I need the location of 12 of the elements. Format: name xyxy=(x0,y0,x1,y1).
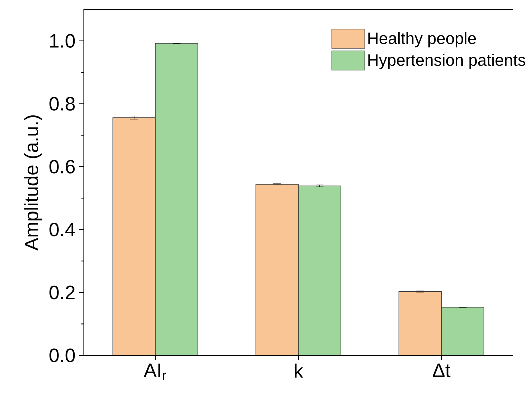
y-tick-label: 0.0 xyxy=(50,348,76,363)
x-tick-label: Δt xyxy=(433,364,451,378)
x-tick-label: AI$_{r}$ xyxy=(144,364,167,380)
y-tick-label: 0.4 xyxy=(50,223,76,237)
legend-label: Hypertension patients xyxy=(368,54,526,70)
legend-label: Healthy people xyxy=(368,32,476,48)
y-tick-label: 0.8 xyxy=(50,97,75,111)
y-tick-label: 0.6 xyxy=(50,160,75,174)
y-tick-label: 0.2 xyxy=(50,286,75,300)
y-tick-label: 1.0 xyxy=(50,34,76,48)
y-axis-title: Amplitude (a.u.) xyxy=(24,116,42,251)
x-tick-label: k xyxy=(295,364,304,378)
